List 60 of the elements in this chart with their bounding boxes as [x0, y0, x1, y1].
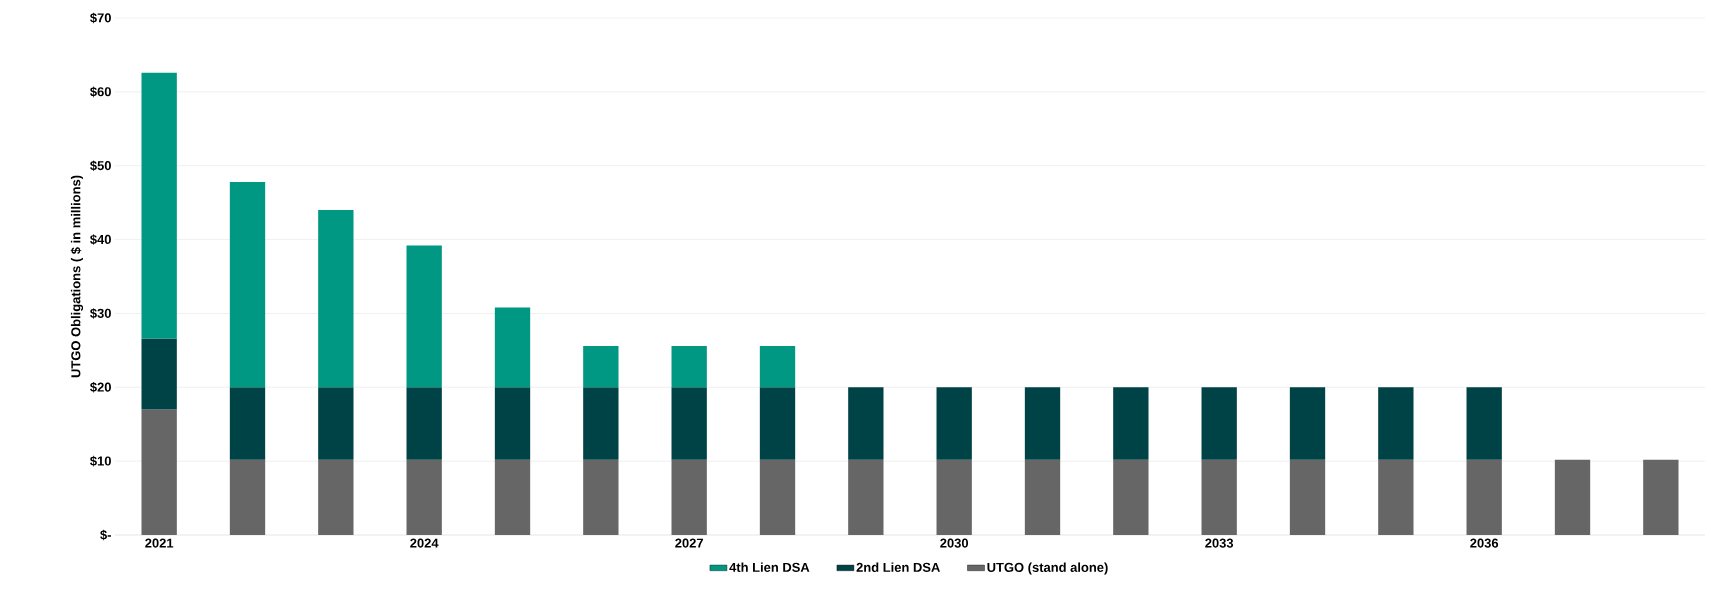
- bar: [1113, 387, 1149, 460]
- y-tick-label: $30: [90, 308, 111, 319]
- bar: [759, 387, 796, 460]
- bar: [1378, 387, 1414, 460]
- bar: [936, 459, 972, 535]
- bar: [1554, 459, 1591, 535]
- bar: [229, 181, 266, 388]
- bar: [1466, 387, 1502, 460]
- bar: [406, 459, 442, 535]
- bar: [318, 387, 354, 460]
- bar: [141, 338, 177, 410]
- bar: [1289, 387, 1326, 460]
- bar: [1024, 459, 1061, 535]
- y-tick-label: $10: [90, 455, 111, 467]
- bar: [1378, 459, 1414, 535]
- y-tick-label: $50: [90, 160, 111, 172]
- bar: [1289, 459, 1326, 535]
- bar: [318, 210, 354, 388]
- y-tick-label: $60: [90, 86, 111, 98]
- bar: [406, 387, 442, 460]
- x-tick-label: 2030: [940, 538, 969, 548]
- bar: [583, 459, 619, 535]
- bar: [583, 345, 619, 388]
- y-tick-label: $-: [100, 529, 111, 541]
- bar: [1201, 387, 1237, 460]
- bar: [1201, 459, 1237, 535]
- legend-label: 4th Lien DSA: [729, 562, 810, 572]
- bar: [494, 459, 531, 535]
- bar: [671, 345, 707, 388]
- bar: [848, 387, 884, 460]
- bar: [759, 459, 796, 535]
- x-tick-label: 2021: [145, 538, 174, 548]
- x-tick-label: 2027: [675, 538, 704, 548]
- bar: [759, 345, 796, 388]
- bar: [583, 387, 619, 460]
- x-tick-label: 2036: [1470, 538, 1499, 548]
- bar: [1466, 459, 1502, 535]
- bar: [848, 459, 884, 535]
- bar: [229, 459, 266, 535]
- y-tick-label: $20: [90, 382, 111, 393]
- y-axis-title: UTGO Obligations ( $ in millions): [70, 175, 84, 378]
- bar: [671, 459, 707, 535]
- bar: [1113, 459, 1149, 535]
- bar: [936, 387, 972, 460]
- x-tick-label: 2024: [410, 538, 439, 548]
- x-tick-label: 2033: [1205, 538, 1234, 548]
- bar: [406, 245, 442, 388]
- bar: [318, 459, 354, 535]
- y-tick-label: $40: [90, 234, 111, 245]
- legend-label: UTGO (stand alone): [987, 562, 1108, 575]
- bar: [141, 72, 177, 339]
- bar: [141, 409, 177, 535]
- y-tick-label: $70: [90, 12, 111, 24]
- bar: [494, 387, 531, 460]
- legend-label: 2nd Lien DSA: [856, 562, 940, 572]
- bar: [494, 307, 531, 388]
- bar: [1024, 387, 1061, 460]
- bar: [1643, 459, 1679, 535]
- bar: [229, 387, 266, 460]
- bar: [671, 387, 707, 460]
